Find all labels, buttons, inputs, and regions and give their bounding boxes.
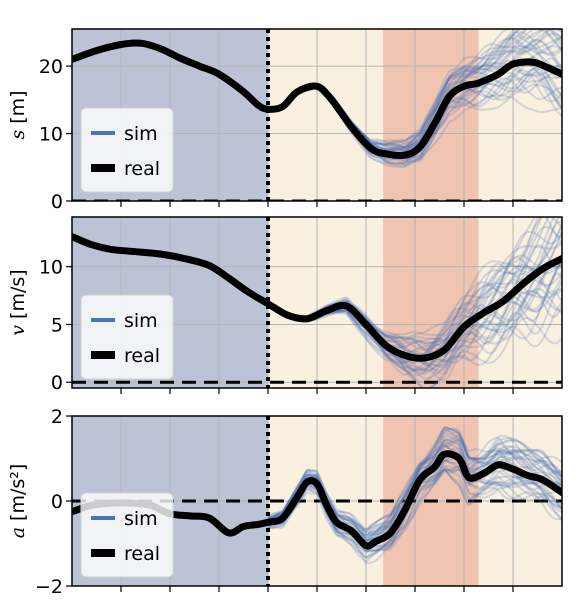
- region-1: [268, 217, 384, 388]
- sim-trajectory: [267, 425, 562, 531]
- sim-trajectory: [267, 429, 562, 531]
- sim-trajectory: [267, 436, 562, 536]
- sim-trajectory: [267, 427, 562, 534]
- legend-label-sim: sim: [124, 123, 158, 145]
- y-axis-label-var: v: [7, 325, 29, 336]
- y-axis-label-unit: [m]: [7, 90, 29, 123]
- y-tick-label: 0: [51, 191, 63, 213]
- plot-area: [72, 29, 562, 201]
- region-1: [268, 29, 384, 201]
- sim-trajectory: [267, 468, 562, 565]
- sim-trajectory: [267, 427, 562, 538]
- legend-label-sim: sim: [124, 508, 158, 530]
- legend-label-real: real: [124, 158, 160, 180]
- sim-trajectory: [267, 434, 562, 539]
- sim-trajectory: [267, 426, 562, 531]
- panel-acceleration: sim real −2 0 2 a [m/s²]: [7, 406, 563, 598]
- y-tick-label: 0: [51, 372, 63, 394]
- y-tick-label: 10: [39, 257, 63, 279]
- sim-trajectory: [267, 301, 562, 388]
- legend-label-real: real: [124, 543, 160, 565]
- y-axis-label-var: a: [7, 527, 29, 538]
- y-tick-label: −2: [35, 576, 63, 598]
- sim-trajectory: [267, 459, 562, 553]
- sim-trajectory: [267, 447, 562, 545]
- sim-trajectory: [267, 438, 562, 536]
- sim-trajectory: [267, 444, 562, 542]
- panel-position: sim real 0 10 20 s [m]: [7, 28, 563, 213]
- legend: sim real: [80, 107, 174, 193]
- y-axis-label: v [m/s]: [7, 269, 29, 335]
- legend: sim real: [80, 492, 174, 578]
- panel-velocity: sim real 0 5 10 v [m/s]: [7, 216, 563, 394]
- real-line: [72, 450, 562, 550]
- sim-trajectory: [267, 443, 562, 537]
- y-tick-label: 0: [51, 491, 63, 513]
- y-axis-label: s [m]: [7, 90, 29, 139]
- sim-trajectory: [267, 217, 537, 340]
- y-axis-label-unit: [m/s²]: [7, 464, 29, 521]
- legend-label-sim: sim: [124, 310, 158, 332]
- region-3: [478, 217, 562, 388]
- sim-trajectory: [267, 217, 562, 351]
- y-axis-label: a [m/s²]: [7, 464, 29, 539]
- real-line: [72, 233, 562, 362]
- sim-trajectory: [267, 469, 562, 554]
- sim-trajectory: [267, 468, 562, 563]
- y-tick-label: 20: [39, 56, 63, 78]
- y-axis-label-var: s: [7, 130, 29, 140]
- y-tick-label: 5: [51, 314, 63, 336]
- y-tick-label: 10: [39, 124, 63, 146]
- region-3: [478, 29, 562, 201]
- real-line: [72, 39, 562, 160]
- legend-label-real: real: [124, 345, 160, 367]
- y-tick-label: 2: [51, 406, 63, 428]
- y-axis-label-unit: [m/s]: [7, 269, 29, 319]
- legend: sim real: [80, 294, 174, 380]
- region-2: [383, 29, 479, 201]
- sim-trajectory: [267, 427, 562, 533]
